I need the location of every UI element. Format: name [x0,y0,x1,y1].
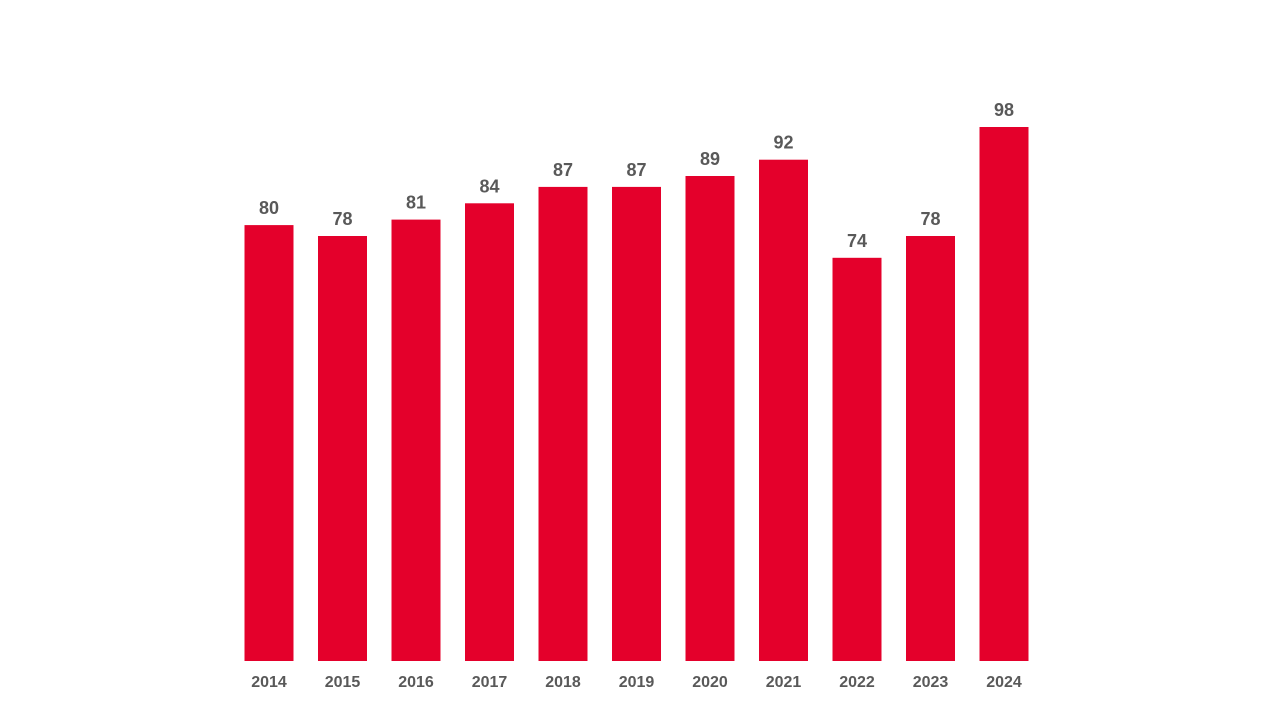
data-label-2018: 87 [553,160,573,180]
x-tick-2023: 2023 [913,674,949,691]
bar-2017 [465,203,514,662]
bar-2023 [906,236,955,661]
x-tick-2019: 2019 [619,674,655,691]
x-tick-2024: 2024 [986,674,1022,691]
bar-2019 [612,186,661,661]
x-tick-2022: 2022 [839,674,875,691]
data-label-2024: 98 [994,100,1014,120]
bar-2020 [685,176,735,661]
data-label-2016: 81 [406,193,426,213]
x-tick-2021: 2021 [766,674,802,691]
x-tick-2014: 2014 [251,674,287,691]
data-label-2019: 87 [626,160,646,180]
x-axis-tick-labels: 2014 2015 2016 2017 2018 2019 2020 2021 2022 2023… [251,674,1022,691]
bars-group [244,127,1029,662]
x-tick-2015: 2015 [325,674,361,691]
data-label-2021: 92 [773,133,793,153]
bar-2016 [391,219,441,661]
x-tick-2016: 2016 [398,674,434,691]
x-tick-2017: 2017 [472,674,508,691]
bar-2021 [759,159,808,661]
data-label-2020: 89 [700,149,720,169]
bar-2018 [538,186,588,661]
data-label-2023: 78 [920,209,940,229]
x-tick-2020: 2020 [692,674,728,691]
data-label-2015: 78 [332,209,352,229]
bar-2022 [832,257,882,661]
data-label-2014: 80 [259,198,279,218]
bar-2014 [244,225,294,661]
data-labels-group: 80 78 81 84 87 87 89 92 74 78 98 [259,100,1014,251]
x-tick-2018: 2018 [545,674,581,691]
data-label-2022: 74 [847,231,867,251]
bar-2024 [979,127,1029,661]
data-label-2017: 84 [479,176,499,196]
bar-2015 [318,236,367,661]
